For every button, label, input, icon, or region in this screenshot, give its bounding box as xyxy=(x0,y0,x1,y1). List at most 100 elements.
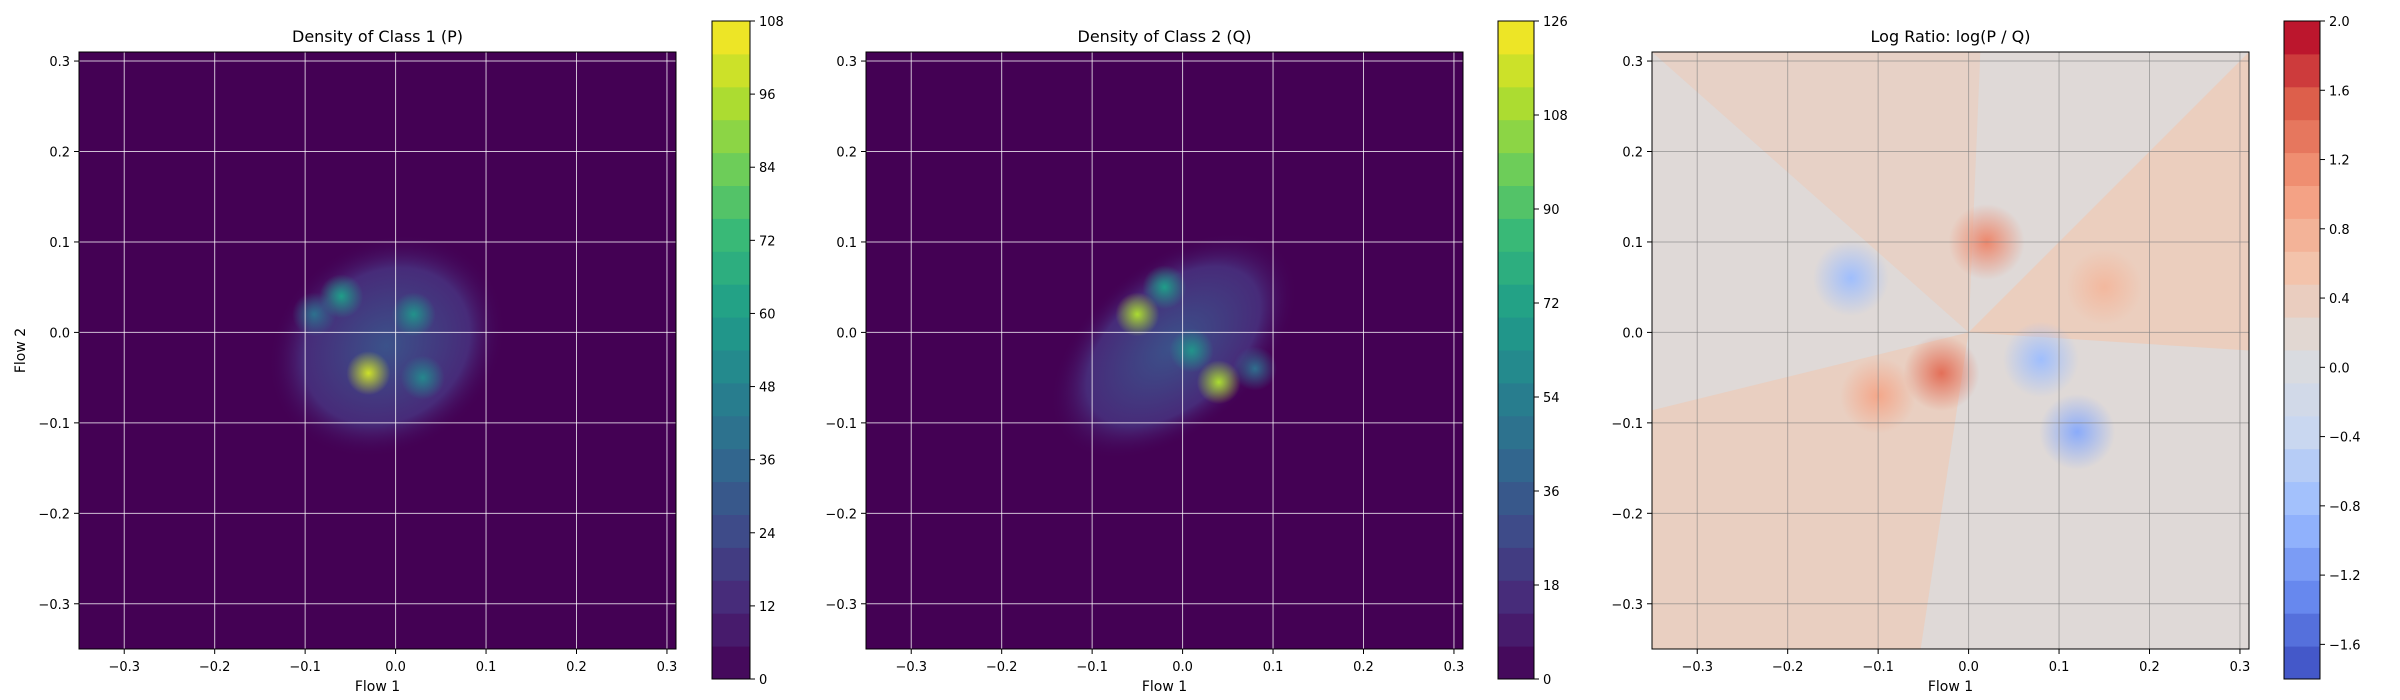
colorbar-band xyxy=(712,152,750,186)
y-tick-label: 0.1 xyxy=(836,236,857,251)
y-tick-label: −0.1 xyxy=(38,417,70,432)
colorbar-tick-label: 90 xyxy=(1543,203,1560,218)
colorbar: 0 18 36 54 72 90 108 126 xyxy=(1497,15,1568,688)
y-tick-label: 0.0 xyxy=(1622,326,1643,341)
y-tick-label: −0.1 xyxy=(1611,417,1643,432)
colorbar-band xyxy=(712,415,750,450)
x-tick-label: 0.3 xyxy=(2230,660,2251,675)
colorbar-band xyxy=(2284,21,2320,55)
colorbar-band xyxy=(712,185,750,219)
colorbar-band xyxy=(2284,86,2320,121)
y-tick-label: −0.3 xyxy=(1611,598,1643,613)
x-tick-label: 0.1 xyxy=(2049,660,2070,675)
y-tick-label: −0.2 xyxy=(825,507,857,522)
colorbar-band xyxy=(1498,86,1534,121)
x-tick-label: 0.2 xyxy=(566,660,587,675)
axes-frame xyxy=(78,51,677,650)
x-tick-label: 0.1 xyxy=(1263,660,1284,675)
colorbar-band xyxy=(712,119,750,154)
density-field xyxy=(267,234,506,458)
x-tick-label: −0.3 xyxy=(895,660,927,675)
y-tick-label: 0.1 xyxy=(49,236,70,251)
colorbar-band xyxy=(2284,547,2320,581)
colorbar-band xyxy=(1498,284,1534,318)
colorbar-band xyxy=(712,86,750,121)
colorbar-band xyxy=(2284,185,2320,219)
colorbar-tick-label: 0.0 xyxy=(2329,361,2350,376)
chart-panel-1: −0.3 −0.2 −0.1 0.0 0.1 0.2 0.3 −0.3 −0.2 −0.1 0.0 0… xyxy=(13,15,784,695)
y-tick-label: 0.2 xyxy=(1622,146,1643,161)
colorbar-band xyxy=(1498,382,1534,417)
x-tick-label: −0.3 xyxy=(1681,660,1713,675)
y-tick-label: −0.2 xyxy=(1611,507,1643,522)
colorbar-band xyxy=(1498,481,1534,515)
x-tick-label: 0.2 xyxy=(1353,660,1374,675)
density-hotspot xyxy=(1903,335,1980,412)
density-hotspot xyxy=(1196,360,1241,405)
colorbar-frame xyxy=(1497,20,1535,680)
colorbar-band xyxy=(1498,185,1534,219)
colorbar-band xyxy=(712,218,750,252)
x-tick-label: −0.1 xyxy=(289,660,321,675)
colorbar: 0 12 24 36 48 60 72 84 96 108 xyxy=(711,15,784,688)
colorbar-tick-label: 0.8 xyxy=(2329,223,2350,238)
colorbar-tick-label: 12 xyxy=(759,600,776,615)
y-tick-label: −0.3 xyxy=(38,598,70,613)
x-tick-label: 0.3 xyxy=(1444,660,1465,675)
colorbar-band xyxy=(712,547,750,581)
ratio-sector xyxy=(1968,52,2249,351)
colorbar-tick-label: 108 xyxy=(759,15,784,30)
y-tick-label: −0.3 xyxy=(825,598,857,613)
x-tick-label: −0.2 xyxy=(199,660,231,675)
x-tick-label: −0.2 xyxy=(986,660,1018,675)
chart-title: Density of Class 2 (Q) xyxy=(1078,27,1252,46)
colorbar-band xyxy=(1498,580,1534,614)
colorbar-band xyxy=(1498,613,1534,647)
colorbar-band xyxy=(2284,350,2320,384)
x-tick-label: −0.1 xyxy=(1076,660,1108,675)
colorbar-band xyxy=(2284,218,2320,252)
colorbar: −1.6 −1.2 −0.8 −0.4 0.0 0.4 0.8 1.2 1.6 2.0 xyxy=(2283,15,2361,680)
x-tick-label: −0.3 xyxy=(108,660,140,675)
chart-title: Log Ratio: log(P / Q) xyxy=(1871,27,2031,46)
density-hotspot xyxy=(1115,292,1160,337)
axes-frame xyxy=(1651,51,2250,650)
density-hotspot xyxy=(1169,328,1214,373)
colorbar-band xyxy=(712,481,750,515)
colorbar-band xyxy=(712,21,750,55)
density-field xyxy=(1049,232,1298,460)
colorbar-tick-label: 0 xyxy=(1543,673,1551,688)
colorbar-tick-label: 60 xyxy=(759,307,776,322)
colorbar-tick-label: 96 xyxy=(759,88,776,103)
y-tick-label: −0.1 xyxy=(825,417,857,432)
x-tick-label: −0.2 xyxy=(1772,660,1804,675)
density-hotspot xyxy=(2066,249,2143,326)
ratio-sector xyxy=(1652,52,1981,333)
colorbar-band xyxy=(712,251,750,285)
y-tick-label: 0.0 xyxy=(836,326,857,341)
x-tick-label: −0.1 xyxy=(1862,660,1894,675)
colorbar-tick-label: 1.2 xyxy=(2329,154,2350,169)
density-hotspot xyxy=(400,355,445,400)
colorbar-band xyxy=(2284,448,2320,483)
axes-frame xyxy=(865,51,1464,650)
colorbar-tick-label: 24 xyxy=(759,527,776,542)
colorbar-tick-label: −1.6 xyxy=(2329,638,2361,653)
colorbar-band xyxy=(2284,580,2320,614)
x-axis-label: Flow 1 xyxy=(355,679,400,695)
colorbar-band xyxy=(2284,317,2320,351)
colorbar-tick-label: 36 xyxy=(1543,485,1560,500)
x-tick-label: 0.2 xyxy=(2139,660,2160,675)
density-hotspot xyxy=(2039,393,2116,470)
colorbar-band xyxy=(2284,119,2320,154)
colorbar-band xyxy=(1498,350,1534,384)
colorbar-tick-label: 0.4 xyxy=(2329,292,2350,307)
colorbar-tick-label: 126 xyxy=(1543,15,1568,30)
colorbar-tick-label: 1.6 xyxy=(2329,84,2350,99)
x-tick-label: 0.0 xyxy=(385,660,406,675)
y-tick-label: −0.2 xyxy=(38,507,70,522)
colorbar-frame xyxy=(2283,20,2321,680)
colorbar-band xyxy=(1498,514,1534,548)
colorbar-frame xyxy=(711,20,751,680)
